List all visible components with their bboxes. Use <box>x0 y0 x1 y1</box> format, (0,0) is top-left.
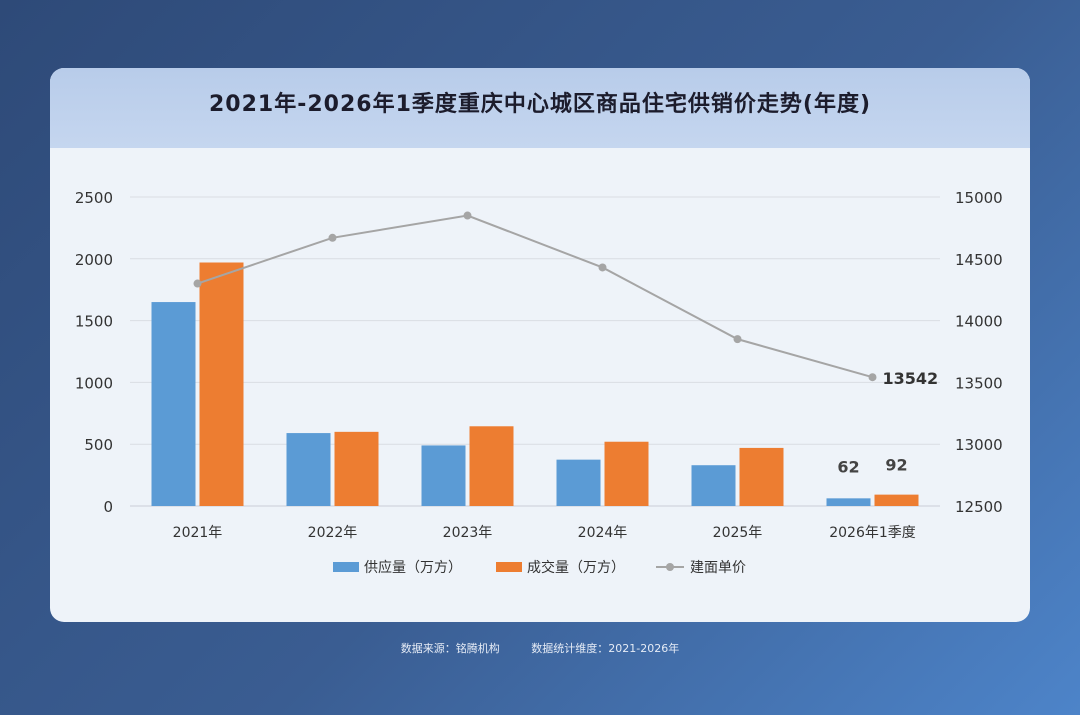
bar-supply <box>286 433 331 506</box>
category-label: 2026年1季度 <box>829 525 916 541</box>
data-label-price: 13542 <box>883 369 939 388</box>
left-tick-label: 0 <box>103 498 113 516</box>
legend-label-price: 建面单价 <box>690 560 746 576</box>
legend-swatch-deal <box>496 562 522 572</box>
price-point <box>193 279 202 288</box>
left-tick-label: 500 <box>84 436 113 454</box>
bar-supply <box>691 465 736 506</box>
footer-source: 数据来源：铭腾机构 <box>400 642 500 655</box>
category-label: 2022年 <box>308 525 358 541</box>
legend-marker-price <box>666 563 674 571</box>
legend-label-supply: 供应量（万方） <box>364 559 462 576</box>
data-label-deal: 92 <box>885 456 907 475</box>
right-tick-label: 14500 <box>955 251 1003 269</box>
legend-label-deal: 成交量（万方） <box>527 559 625 576</box>
price-point <box>328 233 337 242</box>
chart-title: 2021年-2026年1季度重庆中心城区商品住宅供销价走势(年度) <box>208 92 871 117</box>
left-tick-label: 1500 <box>75 313 113 331</box>
bar-supply <box>826 498 871 506</box>
legend-swatch-supply <box>333 562 359 572</box>
category-label: 2024年 <box>578 525 628 541</box>
footer: 数据来源：铭腾机构 数据统计维度：2021-2026年 <box>0 640 1080 656</box>
bar-supply <box>151 302 196 506</box>
price-line <box>197 214 873 379</box>
bar-deal <box>334 431 379 506</box>
left-tick-label: 2500 <box>75 189 113 207</box>
price-point <box>598 263 607 272</box>
bar-deal <box>739 447 784 506</box>
bar-deal <box>199 262 244 506</box>
right-tick-label: 13500 <box>955 374 1003 392</box>
left-tick-label: 2000 <box>75 251 113 269</box>
price-point <box>463 211 472 220</box>
left-tick-label: 1000 <box>75 374 113 392</box>
price-point <box>868 373 877 382</box>
right-tick-label: 13000 <box>955 436 1003 454</box>
footer-dimension: 数据统计维度：2021-2026年 <box>531 642 680 655</box>
data-label-supply: 62 <box>837 457 859 476</box>
right-tick-label: 14000 <box>955 313 1003 331</box>
right-tick-label: 12500 <box>955 498 1003 516</box>
price-point <box>733 335 742 344</box>
bar-supply <box>556 459 601 506</box>
right-tick-label: 15000 <box>955 189 1003 207</box>
category-label: 2025年 <box>713 525 763 541</box>
bar-deal <box>874 494 919 506</box>
bar-deal <box>469 426 514 506</box>
category-label: 2021年 <box>173 525 223 541</box>
category-label: 2023年 <box>443 525 493 541</box>
bar-supply <box>421 445 466 506</box>
title-band <box>50 68 1030 148</box>
bar-deal <box>604 441 649 506</box>
